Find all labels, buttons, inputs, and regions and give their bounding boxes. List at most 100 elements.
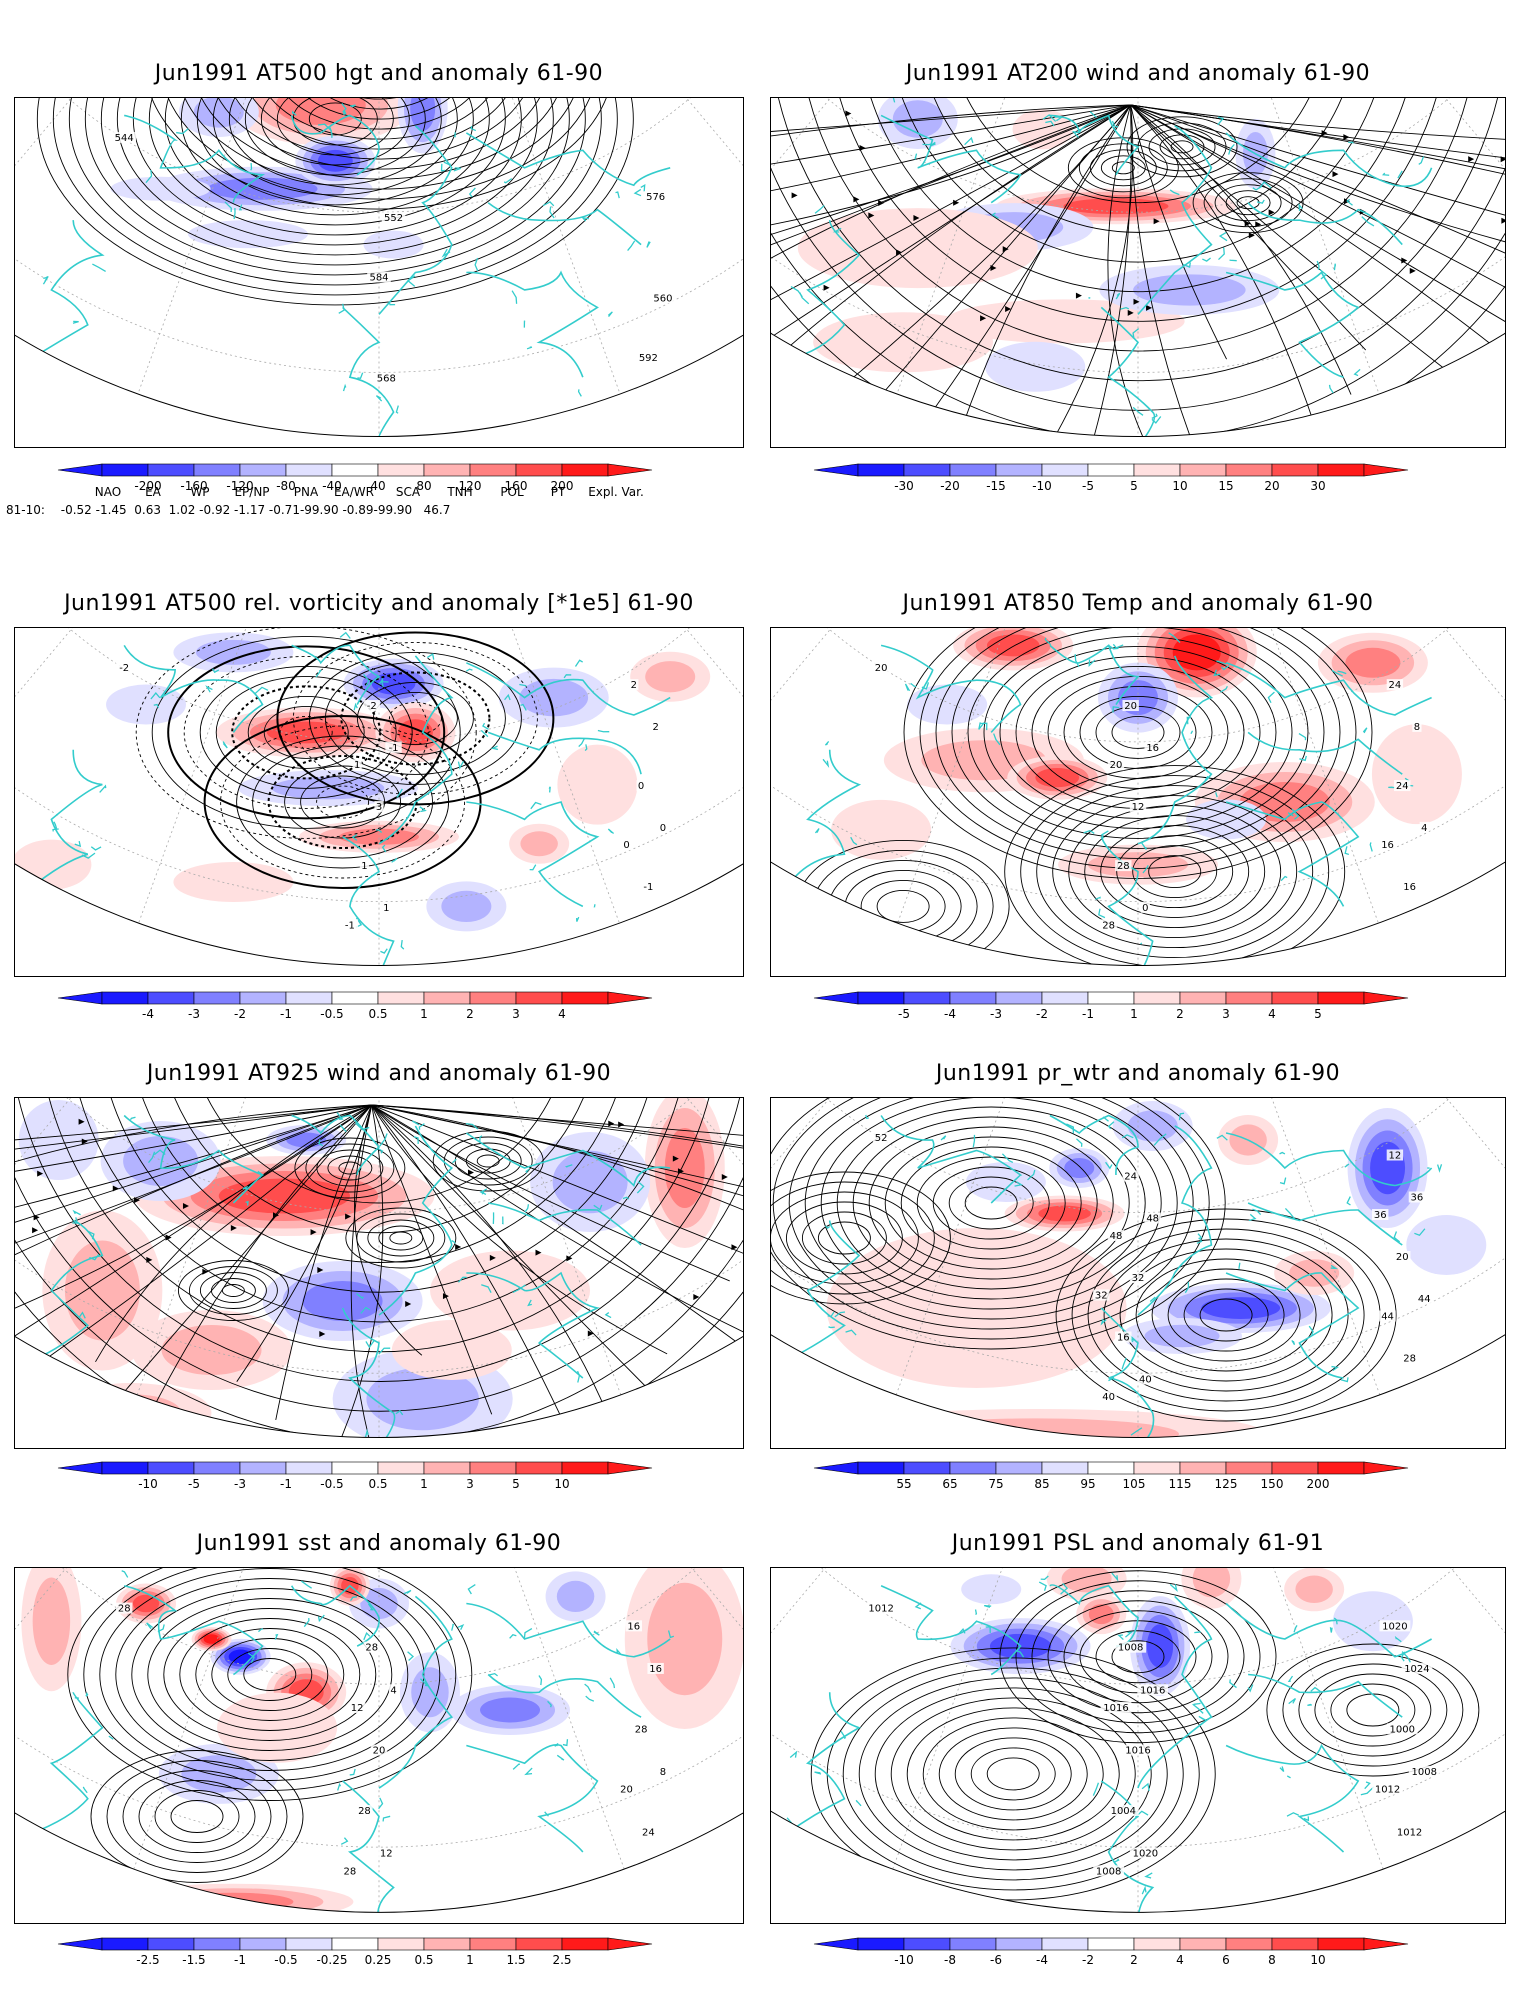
- streamline-arrow: [896, 249, 903, 256]
- coastline: [53, 821, 58, 829]
- coastline: [360, 1306, 371, 1314]
- colorbar-tick-label: 15: [1218, 479, 1233, 493]
- coastline: [1287, 812, 1294, 817]
- contour-label-bg: [1379, 1310, 1396, 1322]
- coastline: [548, 786, 551, 793]
- coastline: [584, 744, 588, 751]
- contour-label-bg: [341, 1865, 359, 1877]
- colorbar-swatch: [1133, 1461, 1181, 1475]
- anomaly-shade: [1186, 799, 1267, 840]
- colorbar-tick-label: -2: [1082, 1953, 1094, 1967]
- contour-label-bg: [341, 919, 359, 931]
- colorbar-swatch: [423, 1937, 471, 1951]
- contour-label: 16: [1403, 882, 1416, 893]
- colorbar-swatch: [1087, 991, 1135, 1005]
- coastline: [593, 1630, 600, 1636]
- contour-line: [272, 98, 486, 130]
- coastline: [1049, 1584, 1139, 1647]
- contour-label-bg: [1386, 1149, 1404, 1161]
- streamline: [371, 1104, 493, 1415]
- colorbar-tick-label: -0.25: [316, 1953, 347, 1967]
- coastline: [785, 220, 861, 361]
- anomaly-shade: [813, 312, 994, 373]
- coastline: [1218, 231, 1228, 242]
- coastline: [291, 110, 297, 116]
- coastline: [1144, 1872, 1153, 1879]
- anomaly-shade: [826, 1228, 1127, 1388]
- coastline: [453, 167, 461, 172]
- streamline: [1130, 104, 1505, 279]
- streamline-arrow: [672, 1155, 679, 1162]
- coastline: [336, 1112, 344, 1120]
- map-svg: 1012 1016 1008 1020 1024 1016 1012 1008 1000 1004…: [771, 1568, 1505, 1913]
- coastline: [1218, 247, 1225, 261]
- colorbar-tick-label: -200: [134, 479, 161, 493]
- colorbar-tick-label: -5: [898, 1007, 910, 1021]
- coastline: [29, 749, 103, 890]
- contour-label-bg: [388, 1684, 399, 1696]
- coastline: [1346, 1196, 1351, 1206]
- streamline: [325, 1104, 384, 1438]
- coastline: [978, 722, 985, 730]
- contour-label: 32: [1095, 1291, 1108, 1302]
- coastline: [1258, 181, 1272, 189]
- coastline: [1225, 801, 1360, 907]
- contour-line: [1132, 845, 1218, 899]
- coastline: [914, 1602, 922, 1610]
- colorbar-swatch: [1041, 463, 1089, 477]
- contour-line: [986, 1757, 1040, 1791]
- colorbar-tick-label: 0.5: [368, 1477, 387, 1491]
- contour-line: [812, 849, 994, 963]
- colorbar-swatch: [1133, 991, 1181, 1005]
- streamline-eddy: [432, 1130, 544, 1192]
- contour-label: 20: [1110, 760, 1123, 771]
- indices-header-cell: Expl. Var.: [588, 485, 644, 499]
- coastline: [382, 1815, 391, 1822]
- coastline: [563, 674, 572, 679]
- colorbar-tick-label: 4: [558, 1007, 566, 1021]
- colorbar-swatch: [561, 1937, 609, 1951]
- contour-line: [1015, 1580, 1261, 1734]
- colorbar-swatch: [1179, 463, 1227, 477]
- hemisphere-boundary: [771, 1810, 1505, 1913]
- colorbar: -10 -5 -3 -1 -0.5 0.5 1 3 5 10: [57, 1458, 698, 1492]
- contour-label-bg: [374, 372, 399, 384]
- colorbar-tick-label: 1: [1130, 1007, 1138, 1021]
- hemisphere-boundary: [15, 863, 743, 966]
- contour-line: [903, 628, 1373, 879]
- coastline: [1279, 1151, 1286, 1155]
- longitude-line: [378, 628, 620, 924]
- coastline: [1117, 1634, 1124, 1641]
- coastline: [865, 1114, 869, 1120]
- coastline: [342, 836, 395, 966]
- coastline: [785, 1692, 862, 1835]
- coastline: [396, 788, 403, 798]
- colorbar-tick-label: -160: [180, 479, 207, 493]
- coastline: [353, 702, 358, 711]
- contour-label: 4: [390, 1685, 396, 1696]
- coastline: [1112, 706, 1120, 713]
- panel-psl: Jun1991 PSL and anomaly 61-91 1012 1016 10…: [770, 1525, 1506, 1975]
- coastline: [964, 136, 974, 146]
- colorbar-arrow-left: [57, 991, 103, 1005]
- streamline: [771, 104, 1131, 437]
- colorbar-swatch: [423, 991, 471, 1005]
- coastline: [509, 1634, 517, 1639]
- colorbar-tick-label: 120: [459, 479, 482, 493]
- anomaly-shade: [110, 176, 211, 201]
- coastline: [824, 1225, 831, 1229]
- coastline: [1220, 685, 1228, 693]
- coastline: [329, 127, 333, 138]
- anomaly-shade: [266, 721, 346, 744]
- coastline: [1092, 1782, 1100, 1796]
- coastline: [1100, 1318, 1107, 1326]
- map-layer: 28 4 8 12 16 20 24 28 28 28 16 12 20 28: [15, 1568, 743, 1913]
- streamline: [771, 104, 1131, 213]
- contour-label: 568: [377, 374, 396, 385]
- colorbar-arrow-left: [57, 1937, 103, 1951]
- contour-label-bg: [1122, 1744, 1154, 1756]
- colorbar-arrow-right: [1363, 991, 1409, 1005]
- contour-label: 1016: [1103, 1703, 1128, 1714]
- anomaly-shade: [647, 1582, 723, 1696]
- colorbar-swatch: [903, 463, 951, 477]
